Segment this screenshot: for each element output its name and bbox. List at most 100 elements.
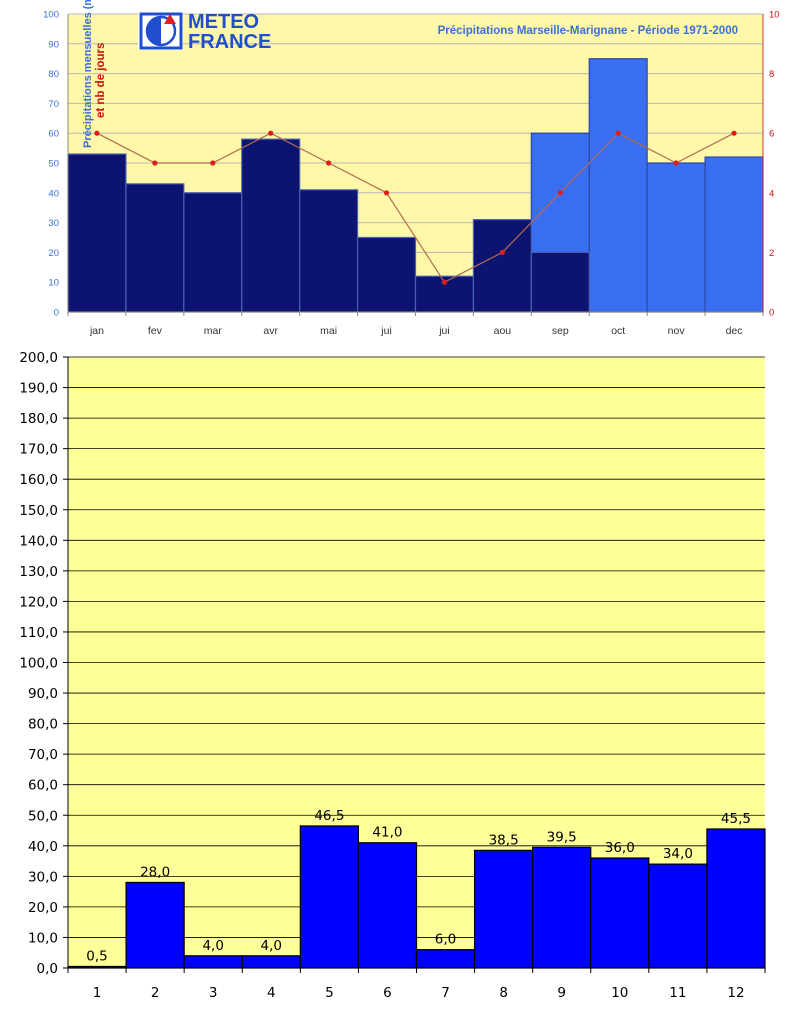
bottom-y-tick-label: 100,0 — [19, 656, 58, 672]
top-x-tick-label: dec — [726, 325, 743, 337]
bottom-bar — [241, 955, 301, 969]
bottom-x-tick-label: 5 — [325, 985, 334, 1001]
logo-mark-triangle — [164, 14, 176, 24]
top-y-tick-label: 30 — [48, 218, 59, 229]
top-x-tick-label: oct — [611, 325, 625, 337]
top-x-tick-label: sep — [552, 325, 569, 337]
top-y-tick-labels: 0 10 20 30 40 50 60 70 80 90 100 — [43, 10, 59, 319]
top-axes — [67, 14, 764, 316]
logo-mark-circle — [145, 15, 177, 47]
bottom-x-tick-label: 11 — [669, 985, 686, 1001]
top-y-tick-label: 60 — [48, 129, 59, 140]
bottom-bar — [183, 955, 243, 969]
top-y-tick-label: 80 — [48, 69, 59, 80]
bottom-y-tick-label: 150,0 — [19, 503, 58, 519]
bottom-x-tick-label: 1 — [93, 985, 102, 1001]
top-y-tick-label: 10 — [48, 278, 59, 289]
logo-mark-half-disc — [147, 17, 161, 45]
top-y-axis-title: Précipitations mensuelles (mm) — [82, 0, 94, 148]
top-bar-light — [646, 162, 706, 313]
rain-days-point — [326, 160, 332, 166]
bottom-x-tick-label: 9 — [557, 985, 566, 1001]
bottom-x-tick-label: 12 — [727, 985, 744, 1001]
bottom-y-tick-label: 130,0 — [19, 564, 58, 580]
bottom-y-tick-label: 190,0 — [19, 381, 58, 397]
bottom-bar — [590, 857, 650, 969]
rain-days-point — [499, 249, 505, 255]
top-bar-light — [588, 58, 648, 313]
top-y2-tick-labels: 0 2 4 6 8 10 — [769, 10, 780, 319]
bottom-y-tick-label: 30,0 — [28, 869, 58, 885]
top-x-tick-label: jui — [380, 325, 392, 337]
bottom-y-tick-label: 120,0 — [19, 594, 58, 610]
bottom-data-label: 34,0 — [663, 846, 693, 862]
bottom-gridlines — [68, 356, 765, 969]
top-y-tick-label: 0 — [54, 308, 59, 319]
top-x-tick-label: nov — [668, 325, 686, 337]
bottom-data-label: 6,0 — [435, 932, 456, 948]
bottom-y-tick-label: 40,0 — [28, 839, 58, 855]
logo-mark-frame — [139, 12, 183, 50]
bottom-x-tick-label: 8 — [499, 985, 508, 1001]
bottom-data-label: 46,5 — [314, 808, 344, 824]
top-bar-light — [704, 156, 764, 313]
top-y-tick-label: 100 — [43, 10, 59, 21]
top-x-tick-label: jan — [89, 325, 104, 337]
top-bar-dark — [299, 189, 359, 313]
bottom-data-label: 38,5 — [489, 832, 519, 848]
bottom-data-label: 28,0 — [140, 864, 170, 880]
top-bars — [67, 58, 764, 313]
meteo-france-logo: METEO FRANCE — [138, 11, 271, 53]
bottom-bar — [299, 825, 360, 969]
top-y2-tick-label: 2 — [769, 248, 774, 259]
bottom-bar — [125, 881, 185, 969]
bottom-x-tick-label: 10 — [611, 985, 628, 1001]
top-chart-title: Précipitations Marseille-Marignane - Pér… — [438, 25, 738, 37]
top-y-tick-label: 70 — [48, 99, 59, 110]
bottom-data-label: 0,5 — [86, 948, 107, 964]
bottom-bar — [532, 846, 592, 969]
top-x-tick-label: avr — [263, 325, 278, 337]
bottom-x-tick-label: 6 — [383, 985, 392, 1001]
bottom-y-tick-label: 70,0 — [28, 747, 58, 763]
top-y-tick-label: 20 — [48, 248, 59, 259]
bottom-y-tick-label: 90,0 — [28, 686, 58, 702]
top-x-tick-label: mai — [320, 325, 337, 337]
bottom-y-tick-label: 110,0 — [19, 625, 58, 641]
rain-days-line — [96, 132, 735, 283]
bottom-bar — [648, 863, 708, 969]
bottom-y-tick-labels: 0,0 10,0 20,0 30,0 40,0 50,0 60,0 70,0 80,0 90,0 1… — [19, 350, 58, 977]
bottom-x-tick-label: 4 — [267, 985, 276, 1001]
logo-text-line2: FRANCE — [188, 31, 271, 53]
bottom-data-label: 36,0 — [605, 840, 635, 856]
bottom-data-label: 4,0 — [261, 938, 282, 954]
bottom-y-tick-label: 80,0 — [28, 717, 58, 733]
top-y2-tick-label: 4 — [769, 188, 774, 199]
rain-days-point — [731, 130, 737, 136]
top-y2-tick-label: 8 — [769, 69, 774, 80]
bottom-x-tick-label: 2 — [151, 985, 160, 1001]
top-x-tick-label: jui — [438, 325, 450, 337]
top-bar-dark — [472, 219, 532, 313]
bottom-bar — [415, 949, 476, 969]
bottom-data-label: 41,0 — [372, 825, 402, 841]
logo-text-line1: METEO — [188, 11, 259, 33]
top-y-tick-label: 40 — [48, 188, 59, 199]
rain-days-point — [268, 130, 274, 136]
top-y-tick-label: 90 — [48, 39, 59, 50]
top-y2-axis-title: et nb de jours — [95, 43, 107, 118]
bottom-y-tick-label: 200,0 — [19, 350, 58, 366]
bottom-bars — [67, 825, 766, 969]
bottom-x-tick-labels: 1 2 3 4 5 6 7 8 9 10 11 12 — [93, 985, 745, 1001]
bottom-y-tick-label: 0,0 — [37, 961, 58, 977]
top-bar-dark — [125, 183, 185, 313]
top-bar-dark — [356, 236, 417, 313]
rain-days-point — [152, 160, 158, 166]
top-y2-tick-label: 6 — [769, 129, 774, 140]
top-bar-dark — [183, 192, 243, 313]
bottom-y-tick-label: 20,0 — [28, 900, 58, 916]
bottom-y-tick-label: 50,0 — [28, 808, 58, 824]
top-bar-dark — [67, 153, 127, 313]
bottom-y-tick-label: 60,0 — [28, 778, 58, 794]
rain-days-point — [94, 130, 100, 136]
